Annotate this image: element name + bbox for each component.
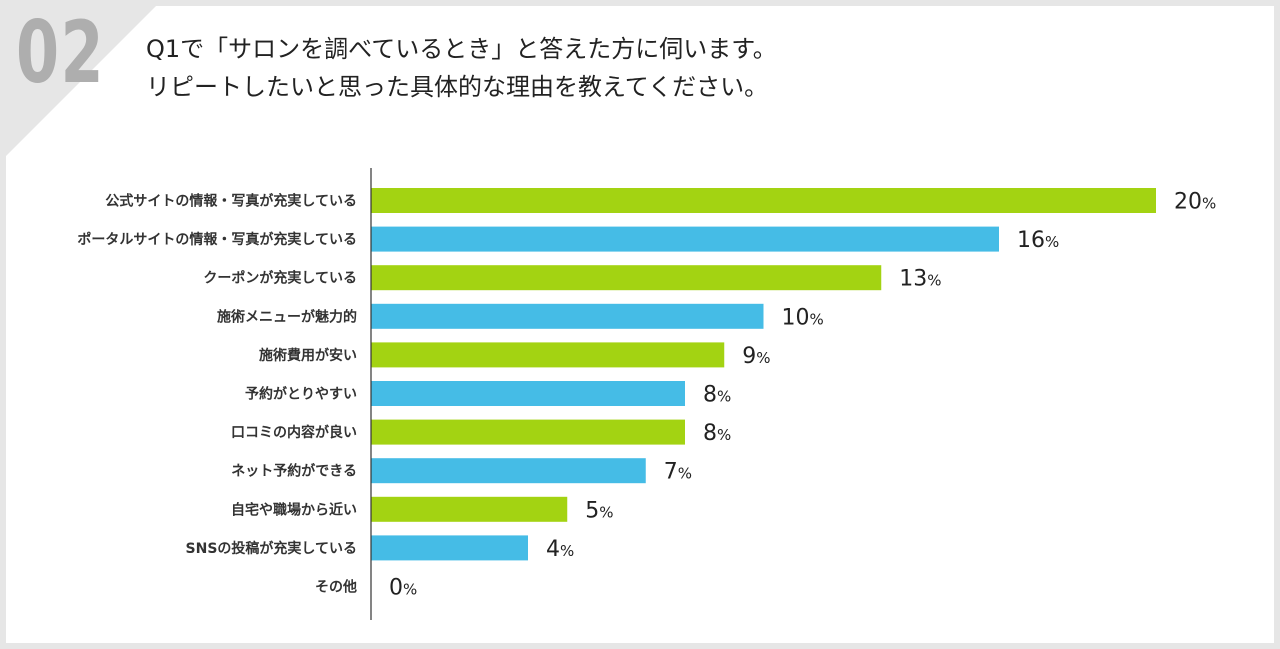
corner-decoration [6,6,156,156]
question-number: 02 [16,6,106,103]
value-label: 20% [1174,190,1216,215]
bar [371,381,685,406]
bar [371,419,685,445]
value-unit: % [756,349,770,367]
chart-card: 02 Q1で「サロンを調べているとき」と答えた方に伺います。 リピートしたいと思… [6,6,1274,643]
value-unit: % [403,581,417,599]
value-unit: % [1202,195,1216,213]
category-label: SNSの投稿が充実している [186,540,357,557]
category-label: ポータルサイトの情報・写真が充実している [77,231,357,248]
value-label: 5% [585,498,613,523]
question-line-2: リピートしたいと思った具体的な理由を教えてください。 [146,73,769,101]
value-unit: % [810,310,824,328]
category-label: 公式サイトの情報・写真が充実している [105,193,357,210]
question-text: Q1で「サロンを調べているとき」と答えた方に伺います。 リピートしたいと思った具… [146,30,777,106]
value-unit: % [678,465,692,483]
value-label: 0% [389,576,417,601]
value-label: 9% [742,344,770,369]
value-unit: % [927,272,941,290]
value-label: 8% [703,421,731,446]
bar [371,265,882,291]
value-unit: % [560,542,574,560]
value-unit: % [1045,233,1059,251]
category-label: 予約がとりやすい [245,386,357,403]
category-label: ネット予約ができる [231,463,357,480]
bar [371,226,999,252]
category-label: クーポンが充実している [203,270,357,287]
value-label: 4% [546,537,574,562]
bar [371,303,764,329]
value-label: 16% [1017,228,1059,253]
category-label: 自宅や職場から近い [231,501,357,518]
category-label: 施術費用が安い [259,347,357,364]
bar [371,188,1156,213]
category-label: その他 [315,579,357,596]
question-line-1: Q1で「サロンを調べているとき」と答えた方に伺います。 [146,35,777,63]
bar [371,496,568,522]
category-label: 施術メニューが魅力的 [217,308,357,325]
value-label: 8% [703,383,731,408]
value-label: 7% [664,460,692,485]
bar [371,342,725,368]
value-unit: % [717,426,731,444]
value-unit: % [599,503,613,521]
value-label: 10% [782,305,824,330]
bar [371,458,646,484]
value-label: 13% [899,267,941,292]
category-label: 口コミの内容が良い [231,424,357,441]
value-unit: % [717,388,731,406]
bar [371,535,528,561]
